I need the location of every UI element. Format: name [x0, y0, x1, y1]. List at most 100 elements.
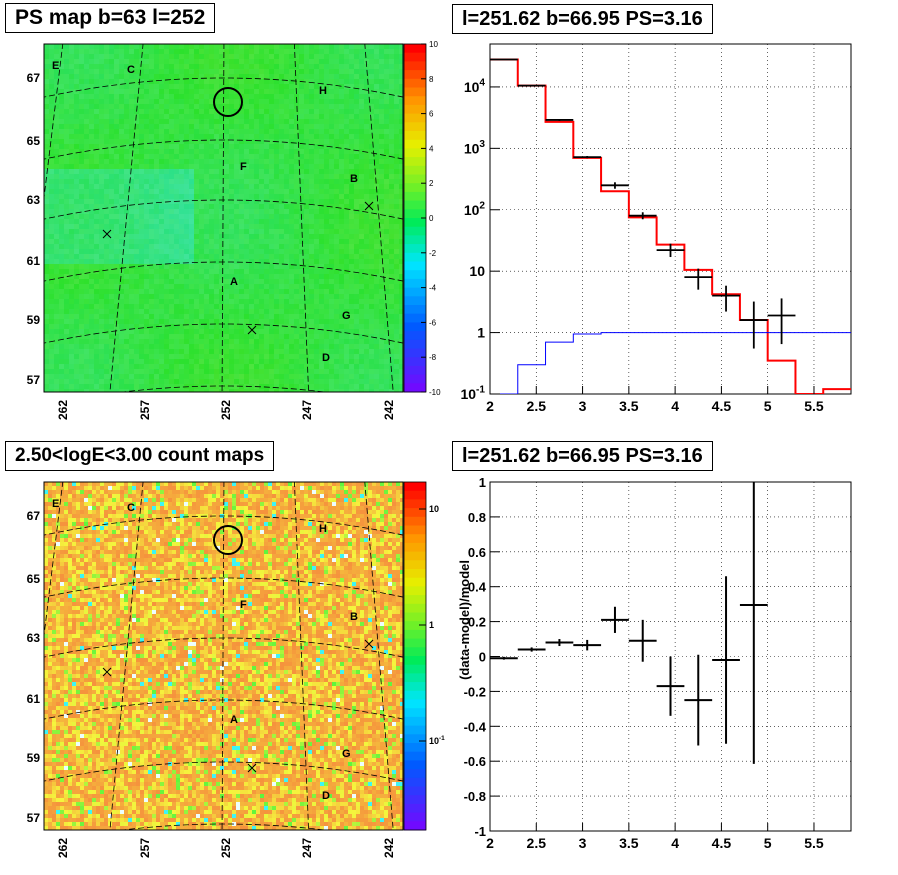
map-cell: [399, 79, 403, 84]
map-cell: [239, 309, 244, 314]
map-cell: [129, 49, 134, 54]
map-cell: [334, 249, 339, 254]
map-cell: [154, 74, 159, 79]
map-cell: [379, 349, 384, 354]
map-cell: [239, 279, 244, 284]
map-cell: [134, 169, 139, 174]
map-cell: [324, 369, 329, 374]
map-cell: [54, 309, 59, 314]
map-cell: [189, 269, 194, 274]
map-cell: [164, 109, 169, 114]
map-cell: [229, 54, 234, 59]
map-cell: [224, 244, 229, 249]
map-cell: [364, 44, 369, 49]
map-cell: [229, 234, 234, 239]
map-cell: [184, 284, 189, 289]
map-cell: [169, 64, 174, 69]
map-cell: [59, 79, 64, 84]
map-cell: [84, 374, 89, 379]
map-cell: [119, 199, 124, 204]
map-cell: [64, 339, 69, 344]
map-cell: [159, 274, 164, 279]
map-cell: [69, 239, 74, 244]
map-cell: [359, 234, 364, 239]
map-cell: [389, 379, 394, 384]
map-cell: [89, 99, 94, 104]
map-cell: [184, 334, 189, 339]
map-cell: [304, 299, 309, 304]
map-cell: [204, 229, 209, 234]
map-cell: [379, 379, 384, 384]
map-cell: [144, 369, 149, 374]
map-cell: [144, 284, 149, 289]
map-cell: [104, 94, 109, 99]
map-cell: [264, 344, 269, 349]
map-cell: [134, 359, 139, 364]
map-cell: [154, 349, 159, 354]
map-cell: [69, 374, 74, 379]
map-cell: [279, 129, 284, 134]
map-cell: [349, 209, 354, 214]
map-cell: [299, 264, 304, 269]
map-cell: [144, 174, 149, 179]
map-cell: [69, 164, 74, 169]
map-cell: [184, 204, 189, 209]
map-cell: [134, 134, 139, 139]
map-cell: [294, 49, 299, 54]
map-cell: [314, 239, 319, 244]
map-cell: [324, 359, 329, 364]
map-cell: [259, 104, 264, 109]
map-cell: [64, 284, 69, 289]
map-cell: [44, 389, 49, 392]
map-cell: [104, 384, 109, 389]
map-cell: [79, 314, 84, 319]
map-cell: [239, 289, 244, 294]
map-cell: [204, 294, 209, 299]
map-cell: [129, 169, 134, 174]
map-cell: [359, 264, 364, 269]
map-cell: [384, 169, 389, 174]
map-cell: [274, 344, 279, 349]
map-cell: [249, 234, 254, 239]
map-cell: [44, 224, 49, 229]
map-cell: [384, 109, 389, 114]
map-cell: [194, 44, 199, 49]
map-cell: [284, 254, 289, 259]
map-cell: [294, 309, 299, 314]
map-cell: [344, 234, 349, 239]
map-cell: [319, 219, 324, 224]
map-cell: [309, 364, 314, 369]
map-cell: [139, 154, 144, 159]
map-cell: [49, 149, 54, 154]
map-cell: [209, 204, 214, 209]
map-cell: [179, 314, 184, 319]
map-cell: [129, 379, 134, 384]
map-cell: [259, 194, 264, 199]
map-cell: [139, 284, 144, 289]
map-cell: [389, 329, 394, 334]
map-cell: [384, 219, 389, 224]
map-cell: [389, 319, 394, 324]
map-cell: [369, 284, 374, 289]
map-cell: [344, 374, 349, 379]
map-cell: [139, 79, 144, 84]
map-cell: [269, 354, 274, 359]
map-cell: [174, 214, 179, 219]
map-cell: [284, 209, 289, 214]
map-cell: [234, 44, 239, 49]
map-cell: [329, 89, 334, 94]
map-cell: [299, 329, 304, 334]
map-cell: [389, 219, 394, 224]
map-cell: [264, 214, 269, 219]
map-cell: [84, 329, 89, 334]
map-cell: [129, 214, 134, 219]
map-cell: [374, 214, 379, 219]
map-cell: [44, 379, 49, 384]
map-cell: [139, 119, 144, 124]
map-cell: [374, 124, 379, 129]
map-cell: [249, 119, 254, 124]
map-cell: [384, 189, 389, 194]
map-cell: [124, 64, 129, 69]
map-cell: [279, 274, 284, 279]
map-cell: [274, 154, 279, 159]
